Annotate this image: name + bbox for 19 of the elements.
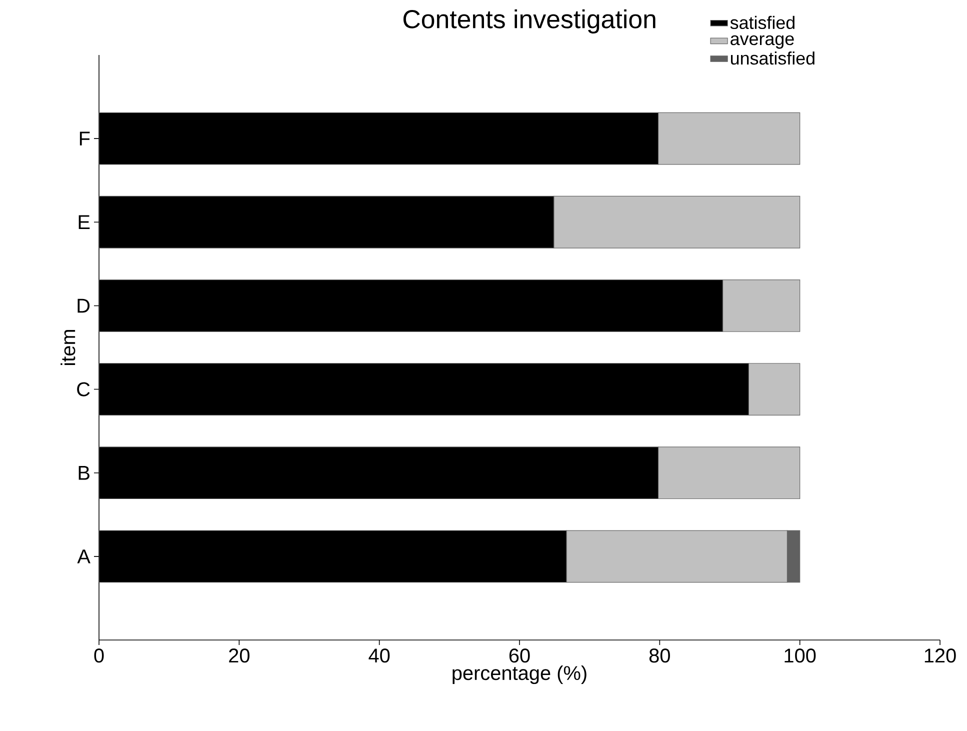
x-axis-title: percentage (%) — [452, 665, 586, 684]
x-tick-label: 40 — [368, 648, 390, 663]
y-tick-label: F — [80, 132, 90, 146]
legend-label: satisfied — [730, 16, 794, 30]
y-axis-title: item — [60, 330, 76, 365]
y-tick-label: E — [78, 215, 90, 229]
y-tick-label: A — [77, 550, 90, 564]
legend-label: average — [730, 35, 794, 49]
x-tick-label: 100 — [784, 648, 816, 663]
y-tick-label: C — [77, 382, 90, 396]
x-tick-label: 120 — [924, 648, 956, 663]
x-tick-label: 60 — [509, 648, 530, 663]
x-tick-label: 80 — [649, 648, 670, 663]
y-tick-label: B — [78, 466, 90, 480]
chart-title: Contents investigation — [403, 9, 656, 34]
y-tick-label: D — [78, 298, 90, 313]
x-tick-label: 20 — [229, 648, 250, 663]
x-tick-label: 0 — [94, 648, 104, 663]
legend-label: unsatisfied — [731, 51, 814, 65]
